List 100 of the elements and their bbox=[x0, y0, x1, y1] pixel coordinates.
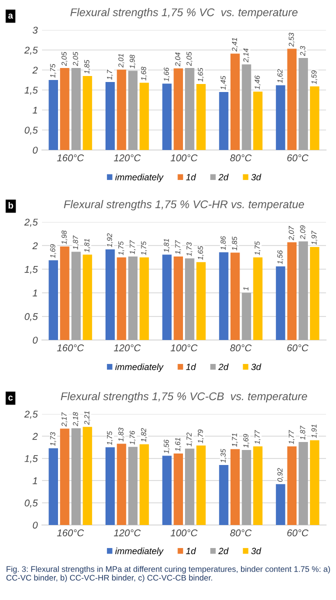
legend-label: 2d bbox=[218, 548, 229, 554]
legend-label: immediately bbox=[115, 174, 164, 182]
bar bbox=[48, 448, 58, 525]
x-tick-label: 120°C bbox=[114, 344, 141, 352]
x-tick-label: 60°C bbox=[287, 529, 309, 536]
bar bbox=[298, 58, 308, 150]
legend-label: 1d bbox=[186, 548, 196, 554]
bar bbox=[162, 456, 172, 525]
bar bbox=[242, 292, 252, 340]
bar bbox=[116, 444, 126, 525]
legend-label: 3d bbox=[251, 548, 262, 554]
chart-title: Flexural strengths 1,75 % VC vs. temperature bbox=[70, 8, 298, 18]
legend-label: 2d bbox=[218, 174, 229, 180]
x-tick-label: 60°C bbox=[287, 154, 309, 162]
bar bbox=[140, 444, 149, 525]
x-tick-label: 160°C bbox=[57, 344, 84, 352]
bar bbox=[219, 252, 228, 340]
bar bbox=[310, 86, 320, 150]
bar bbox=[242, 64, 252, 150]
bar bbox=[48, 80, 58, 150]
bar bbox=[230, 54, 240, 150]
text: c bbox=[8, 396, 13, 401]
bar bbox=[253, 257, 262, 340]
x-tick-label: 80°C bbox=[230, 154, 252, 162]
legend-label: 3d bbox=[251, 174, 262, 180]
y-tick-label: 0,5 bbox=[24, 500, 38, 508]
y-tick-label: 3 bbox=[32, 26, 38, 34]
y-tick-label: 0,5 bbox=[24, 126, 38, 135]
bar bbox=[71, 428, 81, 525]
y-tick-label: 0 bbox=[32, 336, 38, 344]
bar bbox=[310, 440, 320, 525]
x-tick-label: 60°C bbox=[287, 344, 309, 352]
bar bbox=[48, 260, 58, 340]
bar bbox=[162, 84, 172, 150]
y-tick-label: 2,5 bbox=[24, 218, 38, 227]
legend-label: 1d bbox=[186, 363, 196, 370]
legend-label: 1d bbox=[186, 174, 196, 180]
bar bbox=[71, 252, 81, 340]
bar bbox=[174, 68, 183, 150]
bar bbox=[60, 428, 70, 525]
y-tick-label: 0,5 bbox=[24, 313, 38, 322]
y-tick-label: 1,5 bbox=[24, 266, 38, 274]
bar bbox=[116, 257, 126, 340]
x-tick-label: 80°C bbox=[230, 344, 252, 352]
bar bbox=[276, 484, 286, 525]
y-tick-label: 1,5 bbox=[24, 86, 38, 95]
text: a bbox=[8, 14, 14, 19]
bar bbox=[60, 68, 70, 150]
y-tick-label: 0 bbox=[32, 146, 38, 154]
bar bbox=[287, 446, 297, 525]
x-tick-label: 160°C bbox=[57, 529, 84, 536]
bar bbox=[287, 48, 297, 150]
bar bbox=[174, 256, 183, 340]
y-tick-label: 2,5 bbox=[24, 410, 38, 419]
bar bbox=[106, 82, 115, 150]
bar bbox=[140, 257, 149, 340]
chart-title: Flexural strengths 1,75 % VC-CB vs. temperature bbox=[60, 392, 308, 402]
y-tick-label: 1,5 bbox=[24, 455, 38, 464]
bar bbox=[162, 254, 172, 340]
bar bbox=[230, 252, 240, 340]
legend-label: 2d bbox=[218, 363, 229, 370]
legend-label: immediately bbox=[115, 548, 164, 556]
bar bbox=[106, 249, 115, 340]
bar bbox=[71, 68, 81, 150]
y-tick-label: 1 bbox=[32, 477, 38, 484]
bar bbox=[298, 442, 308, 525]
bar bbox=[82, 76, 92, 150]
bar bbox=[298, 241, 308, 340]
bar bbox=[310, 247, 320, 340]
y-tick-label: 0 bbox=[32, 522, 38, 529]
bar bbox=[185, 258, 194, 340]
bar bbox=[185, 68, 194, 150]
y-tick-label: 1 bbox=[32, 290, 38, 296]
bar bbox=[253, 446, 262, 525]
legend-label: immediately bbox=[115, 363, 164, 372]
x-tick-label: 80°C bbox=[230, 529, 252, 536]
y-tick-label: 2 bbox=[32, 242, 38, 250]
x-tick-label: 160°C bbox=[57, 154, 84, 162]
bar bbox=[140, 82, 149, 150]
y-tick-label: 1 bbox=[32, 106, 38, 114]
bar bbox=[128, 256, 138, 340]
bar bbox=[174, 454, 183, 525]
bar bbox=[116, 70, 126, 150]
bar bbox=[196, 446, 206, 525]
bar bbox=[82, 426, 92, 525]
y-tick-label: 2,5 bbox=[24, 46, 38, 55]
bar bbox=[253, 92, 262, 150]
bar bbox=[242, 450, 252, 525]
x-tick-label: 120°C bbox=[114, 154, 141, 162]
y-tick-label: 2 bbox=[32, 66, 38, 74]
bar bbox=[219, 465, 228, 525]
bar bbox=[276, 266, 286, 340]
y-tick-label: 2 bbox=[32, 432, 38, 440]
x-tick-label: 120°C bbox=[114, 529, 141, 536]
bar bbox=[60, 246, 70, 340]
bar bbox=[106, 447, 115, 525]
bar bbox=[128, 446, 138, 525]
bar bbox=[196, 84, 206, 150]
chart-title: Flexural strengths 1,75 % VC-HR vs. temperatue bbox=[64, 200, 304, 210]
legend-label: 3d bbox=[251, 363, 262, 370]
